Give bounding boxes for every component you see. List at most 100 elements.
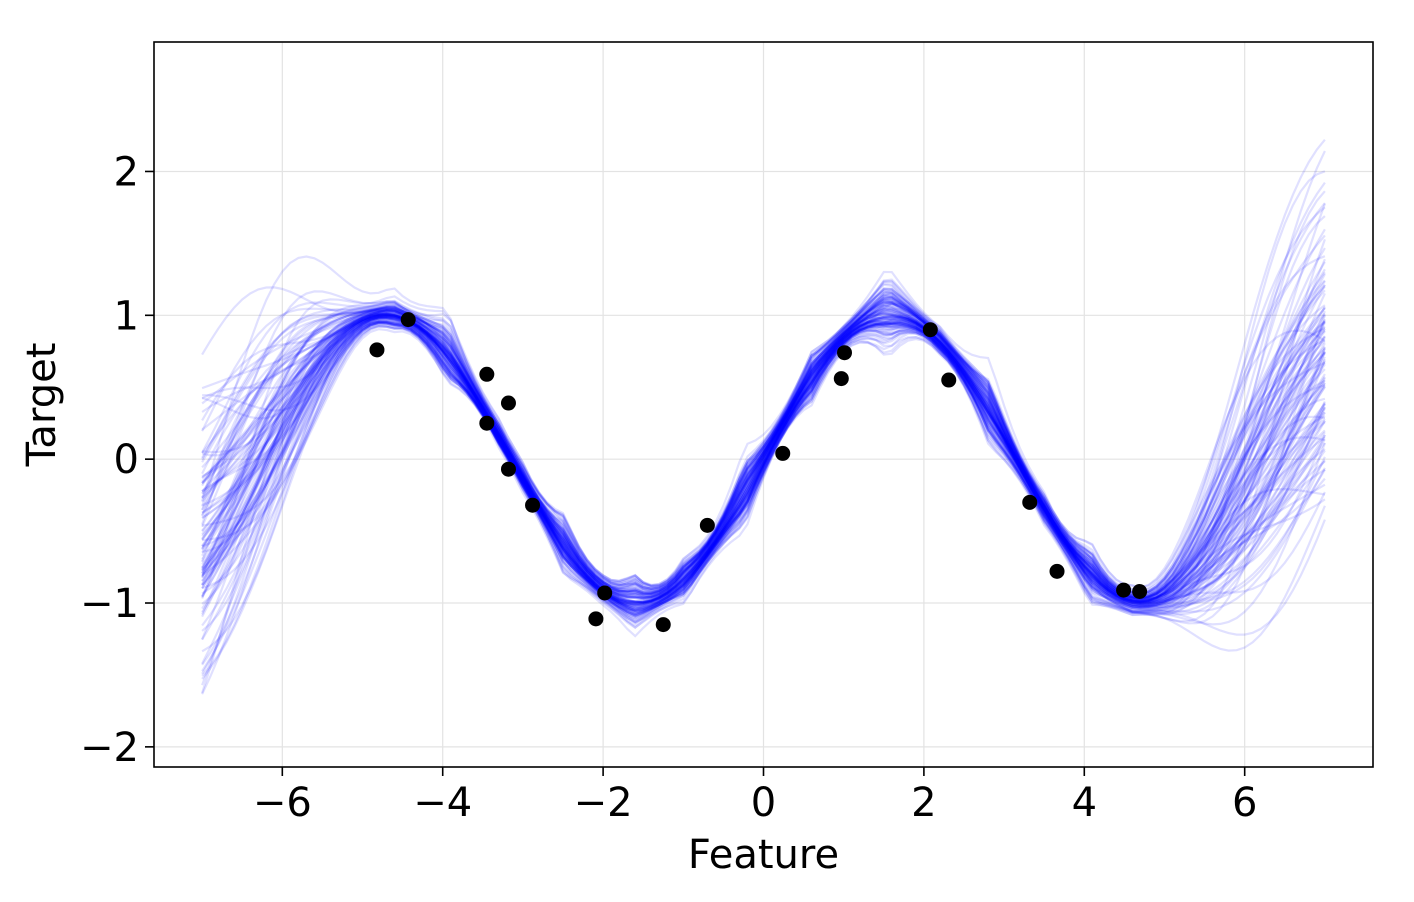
posterior-sample-line <box>201 287 1326 602</box>
posterior-sample-line <box>201 288 1326 617</box>
posterior-sample-line <box>201 315 1326 606</box>
observation-point <box>479 366 495 382</box>
x-tick-label: 6 <box>1232 780 1257 826</box>
x-tick-label: 0 <box>751 780 776 826</box>
posterior-sample-line <box>201 320 1326 610</box>
posterior-sample-line <box>201 190 1326 616</box>
posterior-sample-line <box>201 321 1326 641</box>
posterior-sample-line <box>201 320 1326 640</box>
posterior-sample-line <box>201 320 1326 614</box>
observation-point <box>833 371 849 387</box>
posterior-sample-line <box>201 283 1326 603</box>
posterior-sample-line <box>201 310 1326 694</box>
posterior-sample-line <box>201 314 1326 653</box>
posterior-sample-line <box>201 304 1326 602</box>
posterior-sample-line <box>201 312 1326 618</box>
posterior-sample-line <box>201 298 1326 601</box>
x-tick-label: 2 <box>911 780 936 826</box>
observation-point <box>479 415 495 431</box>
posterior-sample-line <box>201 296 1326 625</box>
posterior-sample-line <box>201 315 1326 611</box>
posterior-sample-line <box>201 315 1326 666</box>
posterior-sample-line <box>201 314 1326 613</box>
posterior-sample-line <box>201 313 1326 632</box>
posterior-sample-line <box>201 302 1326 686</box>
grid <box>154 42 1373 767</box>
y-tick-label: −1 <box>80 581 139 627</box>
posterior-sample-line <box>201 310 1326 675</box>
observation-point <box>655 617 671 633</box>
x-axis-label: Feature <box>688 832 839 878</box>
posterior-sample-line <box>201 297 1326 652</box>
posterior-sample-line <box>201 311 1326 616</box>
posterior-sample-line <box>201 295 1326 606</box>
posterior-sample-line <box>201 280 1326 614</box>
posterior-sample-line <box>201 323 1326 603</box>
posterior-sample-line <box>201 308 1326 627</box>
y-tick-label: 1 <box>114 293 139 339</box>
posterior-sample-line <box>201 321 1326 665</box>
y-axis-label: Target <box>19 343 65 468</box>
observation-point <box>500 461 516 477</box>
posterior-sample-line <box>201 320 1326 603</box>
posterior-sample-line <box>201 270 1326 614</box>
posterior-sample-line <box>201 311 1326 607</box>
observation-point <box>775 445 791 461</box>
posterior-sample-line <box>201 303 1326 627</box>
observation-point <box>941 372 957 388</box>
observation-point <box>1132 584 1148 600</box>
posterior-sample-line <box>201 203 1326 603</box>
posterior-sample-line <box>201 317 1326 605</box>
posterior-sample-line <box>201 321 1326 611</box>
posterior-sample-line <box>201 297 1326 603</box>
posterior-sample-line <box>201 321 1326 613</box>
y-tick-label: 0 <box>114 437 139 483</box>
posterior-sample-line <box>201 312 1326 609</box>
observation-point <box>1116 582 1132 598</box>
axis-ticks: −6 −4 −2 0 2 4 6 −2 −1 0 1 2 <box>80 149 1257 826</box>
observation-point <box>369 342 385 358</box>
posterior-sample-line <box>201 321 1326 613</box>
observation-point <box>1049 563 1065 579</box>
observation-point <box>500 395 516 411</box>
posterior-sample-line <box>201 316 1326 695</box>
posterior-sample-line <box>201 295 1326 606</box>
y-tick-label: −2 <box>80 725 139 771</box>
posterior-sample-line <box>201 301 1326 606</box>
observation-point <box>597 585 613 601</box>
posterior-sample-line <box>201 317 1326 610</box>
y-tick-label: 2 <box>114 149 139 195</box>
posterior-sample-line <box>201 316 1326 617</box>
observation-point <box>1022 494 1038 510</box>
posterior-sample-line <box>201 315 1326 622</box>
posterior-sample-line <box>201 313 1326 604</box>
observation-point <box>922 322 938 338</box>
x-tick-label: −4 <box>413 780 472 826</box>
posterior-sample-line <box>201 299 1326 613</box>
observation-point <box>400 312 416 328</box>
posterior-sample-line <box>201 315 1326 608</box>
posterior-sample-line <box>201 302 1326 617</box>
posterior-sample-line <box>201 317 1326 607</box>
posterior-sample-line <box>201 292 1326 608</box>
observation-point <box>699 517 715 533</box>
posterior-sample-line <box>201 310 1326 626</box>
posterior-sample-line <box>201 303 1326 606</box>
posterior-sample-line <box>201 315 1326 604</box>
posterior-sample-line <box>201 309 1326 618</box>
observation-point <box>836 345 852 361</box>
x-tick-label: −2 <box>574 780 633 826</box>
posterior-sample-line <box>201 305 1326 603</box>
posterior-sample-line <box>201 316 1326 608</box>
posterior-sample-line <box>201 315 1326 607</box>
posterior-sample-line <box>201 316 1326 603</box>
observation-point <box>525 497 541 513</box>
posterior-sample-line <box>201 315 1326 606</box>
posterior-sample-line <box>201 319 1326 672</box>
posterior-sample-line <box>201 322 1326 680</box>
posterior-sample-line <box>201 288 1326 603</box>
posterior-sample-line <box>201 289 1326 604</box>
posterior-sample-line <box>201 273 1326 603</box>
observation-point <box>588 611 604 627</box>
